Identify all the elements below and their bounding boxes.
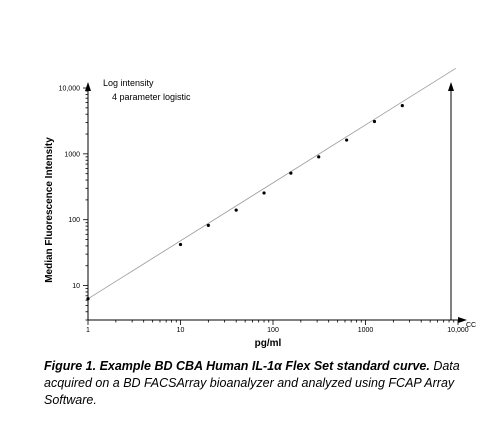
data-point	[178, 242, 183, 247]
y-tick-label: 100	[68, 217, 80, 224]
y-tick-label: 10,000	[59, 86, 81, 93]
x-tick-label: 1000	[358, 327, 374, 334]
x-axis-end-label: CC	[466, 322, 476, 329]
x-tick-label: 10,000	[447, 327, 469, 334]
y-tick-label: 1000	[64, 151, 80, 158]
fit-start-point	[86, 297, 90, 301]
data-point	[372, 119, 377, 124]
standard-curve-chart: 1 10 100 1000 10,000 10 100 1000 10,000 Log inte…	[44, 67, 476, 349]
data-point	[206, 223, 210, 227]
figure-caption: Figure 1. Example BD CBA Human IL-1α Fle…	[44, 358, 464, 409]
x-tick-label: 100	[267, 327, 279, 334]
y-axis-arrow	[85, 82, 91, 91]
caption-text: Data acquired on a BD FACSArray bioanaly…	[44, 359, 460, 407]
fit-curve-group	[86, 67, 457, 301]
fit-curve	[87, 67, 457, 300]
caption-bold: Figure 1. Example BD CBA Human IL-1α Fle…	[44, 359, 430, 373]
x-tick-label: 1	[86, 327, 90, 334]
data-point	[317, 155, 321, 159]
data-point	[400, 104, 404, 108]
axes	[85, 82, 467, 323]
data-point	[289, 171, 293, 175]
log-intensity-note: Log intensity	[103, 78, 154, 88]
x-tick-label: 10	[177, 327, 185, 334]
fit-method-note: 4 parameter logistic	[112, 92, 191, 102]
data-point	[345, 138, 349, 142]
data-points	[178, 104, 404, 247]
y-axis-title: Median Fluorescence Intensity	[44, 137, 55, 283]
y-tick-label: 10	[72, 283, 80, 290]
axis-ticks: 1 10 100 1000 10,000 10 100 1000 10,000	[59, 86, 469, 335]
x-axis-title: pg/ml	[255, 338, 282, 349]
data-point	[262, 191, 266, 195]
x-axis-arrow	[458, 317, 467, 323]
right-axis-arrow	[448, 82, 454, 91]
data-point	[234, 208, 238, 212]
